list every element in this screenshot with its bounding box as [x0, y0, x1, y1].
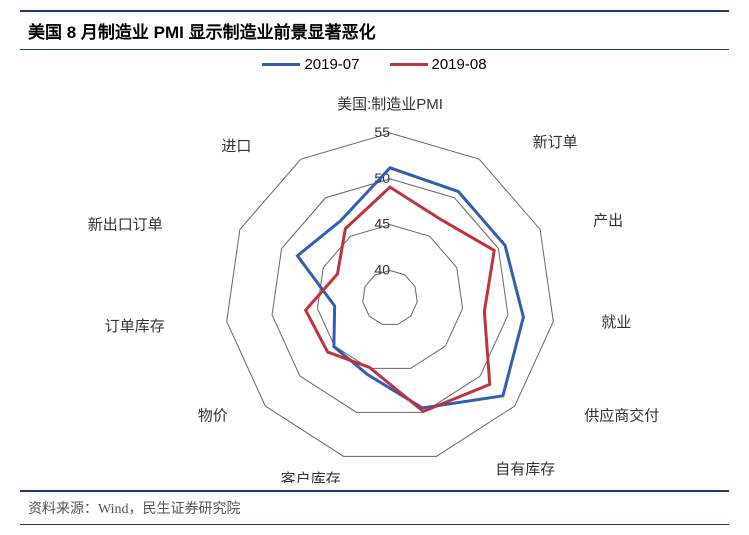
legend-swatch-1 [262, 63, 300, 66]
svg-text:客户库存: 客户库存 [281, 471, 341, 483]
svg-text:美国:制造业PMI: 美国:制造业PMI [337, 96, 443, 113]
legend: 2019-07 2019-08 [20, 50, 729, 73]
svg-text:新出口订单: 新出口订单 [88, 216, 163, 233]
svg-text:订单库存: 订单库存 [105, 318, 165, 335]
chart-title: 美国 8 月制造业 PMI 显示制造业前景显著恶化 [20, 12, 729, 49]
svg-text:产出: 产出 [593, 212, 623, 229]
svg-text:供应商交付: 供应商交付 [584, 407, 659, 425]
svg-text:就业: 就业 [601, 314, 631, 331]
svg-text:40: 40 [374, 262, 390, 278]
chart-area: 2019-07 2019-08 40455055美国:制造业PMI新订单产出就业… [20, 50, 729, 490]
svg-text:自有库存: 自有库存 [495, 461, 555, 478]
legend-item-2: 2019-08 [390, 56, 487, 73]
svg-text:55: 55 [374, 124, 390, 140]
radar-chart: 40455055美国:制造业PMI新订单产出就业供应商交付自有库存客户库存物价订… [20, 73, 749, 483]
bottom-rule-2 [20, 524, 729, 525]
legend-item-1: 2019-07 [262, 56, 359, 73]
svg-text:进口: 进口 [221, 138, 251, 155]
svg-text:45: 45 [374, 216, 390, 232]
legend-label-2: 2019-08 [432, 56, 487, 73]
source-line: 资料来源：Wind，民生证券研究院 [20, 492, 729, 524]
legend-label-1: 2019-07 [304, 56, 359, 73]
svg-text:新订单: 新订单 [533, 134, 578, 151]
legend-swatch-2 [390, 63, 428, 66]
svg-text:物价: 物价 [198, 408, 228, 425]
